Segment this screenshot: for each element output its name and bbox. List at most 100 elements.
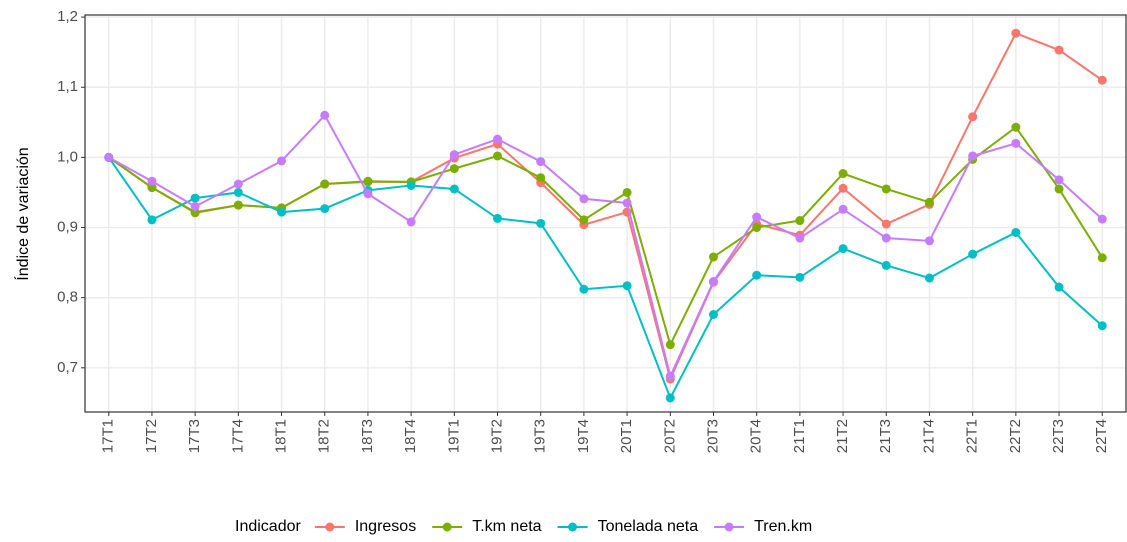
x-tick-label: 22T2 (1007, 419, 1024, 453)
data-point (1097, 214, 1107, 224)
x-tick-label: 19T3 (532, 419, 549, 453)
data-point (363, 176, 373, 186)
data-point (708, 310, 718, 320)
data-point (190, 208, 200, 218)
legend-key (568, 522, 578, 532)
data-point (881, 233, 891, 243)
data-point (449, 184, 459, 194)
data-point (665, 371, 675, 381)
data-point (881, 260, 891, 270)
x-tick-label: 18T4 (402, 419, 419, 453)
y-tick-label: 1,2 (57, 8, 78, 25)
data-point (752, 223, 762, 233)
data-point (1011, 28, 1021, 38)
y-tick-label: 1,1 (57, 78, 78, 95)
x-tick-label: 17T1 (100, 419, 117, 453)
data-point (449, 150, 459, 160)
data-point (708, 252, 718, 262)
data-point (881, 219, 891, 229)
data-point (1011, 138, 1021, 148)
data-point (579, 215, 589, 225)
data-point (795, 272, 805, 282)
data-point (320, 204, 330, 214)
data-point (190, 193, 200, 203)
x-tick-label: 22T4 (1093, 419, 1110, 453)
data-point (665, 340, 675, 350)
data-point (838, 169, 848, 179)
data-point (104, 152, 114, 162)
data-point (493, 213, 503, 223)
x-tick-label: 17T2 (143, 419, 160, 453)
data-point (1054, 45, 1064, 55)
data-point (536, 157, 546, 167)
x-tick-label: 18T2 (316, 419, 333, 453)
data-point (665, 393, 675, 403)
x-tick-label: 22T1 (964, 419, 981, 453)
data-point (838, 183, 848, 193)
data-point (493, 134, 503, 144)
data-point (190, 201, 200, 211)
legend-label: Tren.km (754, 518, 812, 535)
x-tick-label: 22T3 (1050, 419, 1067, 453)
data-point (924, 236, 934, 246)
data-point (1011, 227, 1021, 237)
data-point (277, 156, 287, 166)
data-point (1054, 175, 1064, 185)
legend-label: Ingresos (355, 518, 416, 535)
data-point (406, 180, 416, 190)
data-point (752, 212, 762, 222)
data-point (968, 151, 978, 161)
data-point (924, 273, 934, 283)
y-axis-title: Índice de variación (13, 147, 32, 280)
data-point (1097, 75, 1107, 85)
data-point (838, 204, 848, 214)
data-point (449, 164, 459, 174)
panel-border (84, 14, 1127, 413)
data-point (320, 110, 330, 120)
x-tick-label: 19T1 (445, 419, 462, 453)
data-point (579, 284, 589, 294)
data-point (147, 176, 157, 186)
x-tick-label: 19T4 (575, 419, 592, 453)
data-point (320, 179, 330, 189)
data-point (1054, 184, 1064, 194)
data-point (1097, 253, 1107, 263)
data-point (968, 112, 978, 122)
data-point (622, 281, 632, 291)
data-point (924, 197, 934, 207)
x-tick-label: 20T3 (704, 419, 721, 453)
legend-label: T.km neta (472, 518, 541, 535)
data-point (147, 215, 157, 225)
data-point (233, 200, 243, 210)
data-point (493, 151, 503, 161)
data-point (536, 173, 546, 183)
data-point (795, 233, 805, 243)
legend-key (724, 522, 734, 532)
legend-title: Indicador (235, 518, 301, 535)
data-point (622, 187, 632, 197)
data-point (233, 179, 243, 189)
x-tick-label: 17T3 (186, 419, 203, 453)
data-point (968, 249, 978, 259)
x-tick-label: 18T1 (273, 419, 290, 453)
data-point (752, 270, 762, 280)
legend-key (325, 522, 335, 532)
data-point (1054, 282, 1064, 292)
x-tick-label: 20T2 (661, 419, 678, 453)
data-point (277, 207, 287, 217)
x-tick-label: 21T1 (791, 419, 808, 453)
y-tick-label: 1,0 (57, 148, 78, 165)
series-line (108, 125, 1104, 348)
x-tick-label: 20T1 (618, 419, 635, 453)
data-point (536, 218, 546, 228)
x-tick-label: 17T4 (229, 419, 246, 453)
plot-panel (85, 15, 1126, 412)
series-line (107, 156, 1103, 401)
data-point (406, 217, 416, 227)
x-tick-label: 19T2 (488, 419, 505, 453)
data-point (147, 183, 157, 193)
series-line (108, 113, 1103, 380)
y-tick-label: 0,7 (57, 359, 78, 376)
y-tick-label: 0,8 (57, 289, 78, 306)
